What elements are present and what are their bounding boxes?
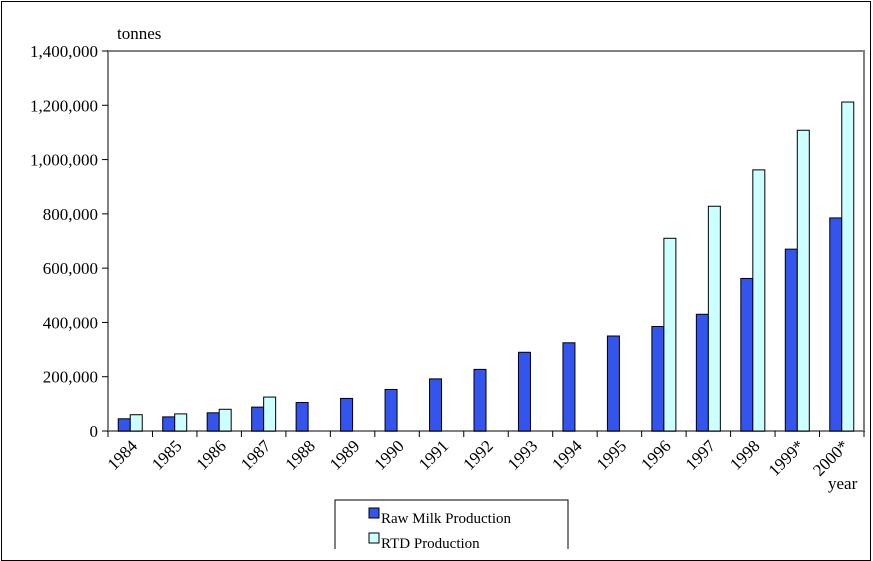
bar-rtd [841,101,855,432]
x-tick-label: 1986 [193,436,230,473]
x-tick-label: 1998 [726,436,763,473]
bar-rtd [174,413,188,432]
legend: Raw Milk Production RTD Production [334,499,569,549]
y-axis-title: tonnes [117,24,161,43]
x-tick-label: 1994 [548,436,586,474]
bar-raw-milk [117,418,131,432]
legend-swatch-rtd [368,532,380,544]
legend-label-raw-milk: Raw Milk Production [381,511,511,527]
x-tick-label: 1984 [104,436,142,474]
x-tick-label: 1993 [504,436,541,473]
x-tick-label: 1992 [459,436,496,473]
y-axis: 0 200,000 400,000 600,000 800,000 1,000,000 1,… [30,42,108,441]
y-tick-label: 200,000 [43,368,98,387]
bar-rtd [752,169,766,432]
bar-rtd [796,129,810,432]
bar-raw-milk [429,378,443,432]
y-tick-label: 800,000 [43,205,98,224]
x-tick-label: 1989 [326,436,363,473]
bar-raw-milk [206,412,220,432]
bar-raw-milk [740,277,754,432]
y-tick-label: 1,000,000 [30,151,98,170]
bar-raw-milk [695,313,709,432]
bars [117,101,855,432]
legend-label-rtd: RTD Production [381,536,480,549]
bar-raw-milk [517,351,531,432]
y-tick-label: 600,000 [43,259,98,278]
y-tick-label: 1,200,000 [30,96,98,115]
x-tick-label: 1996 [637,436,674,473]
y-tick-label: 1,400,000 [30,42,98,61]
x-axis-title: year [828,474,858,493]
x-tick-label: 1997 [682,436,720,474]
x-tick-label: 1988 [281,436,318,473]
bar-raw-milk [784,248,798,432]
bar-rtd [263,396,277,432]
bar-rtd [663,237,677,432]
bar-raw-milk [340,397,354,432]
bar-raw-milk [162,416,176,432]
bar-chart: tonnes year 0 200,000 400,000 600,000 800,00… [30,24,865,549]
y-tick-label: 0 [90,422,99,441]
bar-raw-milk [651,326,665,432]
bar-raw-milk [562,342,576,432]
x-tick-label: 1995 [593,436,630,473]
x-tick-label: 1999* [765,436,808,479]
bar-rtd [707,205,721,432]
bar-raw-milk [251,406,265,432]
x-axis: 1984 1985 1986 1987 1988 1989 1990 1991 1992 1993… [104,431,865,480]
bar-rtd [129,414,143,432]
bar-raw-milk [829,217,843,432]
x-tick-label: 1990 [370,436,407,473]
bar-rtd [218,408,232,432]
x-tick-label: 1987 [237,436,275,474]
bar-raw-milk [384,388,398,432]
legend-swatch-raw-milk [368,507,380,519]
x-tick-label: 1991 [415,436,452,473]
x-tick-label: 1985 [148,436,185,473]
y-tick-label: 400,000 [43,313,98,332]
bar-raw-milk [473,368,487,432]
bar-raw-milk [295,402,309,432]
bar-raw-milk [606,335,620,432]
